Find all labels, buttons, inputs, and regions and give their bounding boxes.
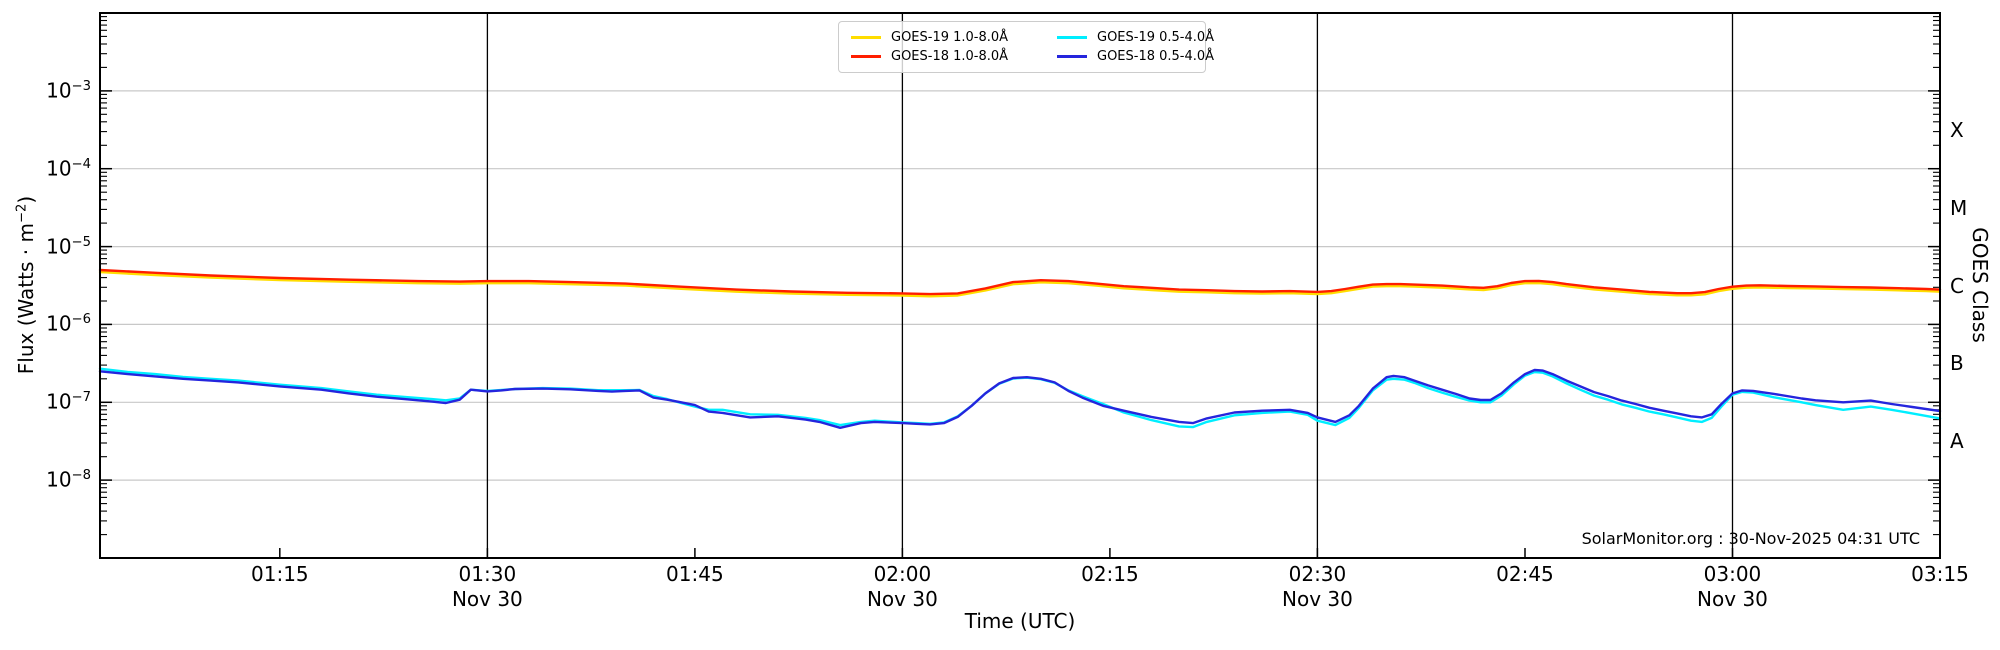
legend-item-goes19-short: GOES-19 0.5-4.0Å [1057, 30, 1214, 45]
plot-frame [99, 12, 1941, 559]
legend-line-swatch [1057, 36, 1087, 39]
legend-item-goes19-long: GOES-19 1.0-8.0Å [851, 30, 1047, 45]
series-line [98, 368, 1942, 429]
legend-line-swatch [1057, 55, 1087, 58]
legend-line-swatch [851, 36, 881, 39]
legend-label: GOES-19 0.5-4.0Å [1097, 30, 1215, 45]
legend-item-goes18-long: GOES-18 1.0-8.0Å [851, 49, 1047, 64]
legend-label: GOES-18 0.5-4.0Å [1097, 49, 1215, 64]
legend-line-swatch [851, 55, 881, 58]
legend-label: GOES-19 1.0-8.0Å [891, 30, 1009, 45]
series-line [98, 268, 1942, 296]
legend-label: GOES-18 1.0-8.0Å [891, 49, 1009, 64]
legend-item-goes18-short: GOES-18 0.5-4.0Å [1057, 49, 1214, 64]
legend: GOES-19 1.0-8.0Å GOES-19 0.5-4.0Å GOES-1… [838, 21, 1214, 73]
series-line [98, 270, 1942, 298]
